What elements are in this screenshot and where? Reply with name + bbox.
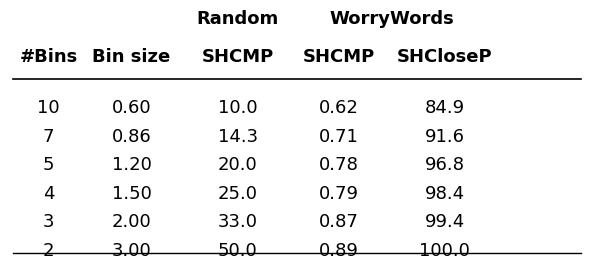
Text: 20.0: 20.0 bbox=[218, 156, 258, 174]
Text: 0.87: 0.87 bbox=[318, 213, 358, 231]
Text: 5: 5 bbox=[43, 156, 55, 174]
Text: 25.0: 25.0 bbox=[218, 185, 258, 203]
Text: 0.62: 0.62 bbox=[318, 99, 358, 117]
Text: 0.79: 0.79 bbox=[318, 185, 358, 203]
Text: SHCloseP: SHCloseP bbox=[397, 48, 492, 66]
Text: 2: 2 bbox=[43, 242, 55, 260]
Text: 50.0: 50.0 bbox=[218, 242, 258, 260]
Text: 91.6: 91.6 bbox=[425, 128, 465, 146]
Text: 10.0: 10.0 bbox=[218, 99, 258, 117]
Text: 33.0: 33.0 bbox=[218, 213, 258, 231]
Text: 0.86: 0.86 bbox=[112, 128, 151, 146]
Text: 0.60: 0.60 bbox=[112, 99, 151, 117]
Text: WorryWords: WorryWords bbox=[329, 10, 454, 28]
Text: 2.00: 2.00 bbox=[112, 213, 151, 231]
Text: 1.20: 1.20 bbox=[112, 156, 151, 174]
Text: Bin size: Bin size bbox=[92, 48, 170, 66]
Text: #Bins: #Bins bbox=[20, 48, 78, 66]
Text: 1.50: 1.50 bbox=[112, 185, 151, 203]
Text: 14.3: 14.3 bbox=[218, 128, 258, 146]
Text: 3.00: 3.00 bbox=[112, 242, 151, 260]
Text: SHCMP: SHCMP bbox=[302, 48, 374, 66]
Text: 98.4: 98.4 bbox=[425, 185, 465, 203]
Text: 100.0: 100.0 bbox=[419, 242, 470, 260]
Text: 7: 7 bbox=[43, 128, 55, 146]
Text: Random: Random bbox=[197, 10, 279, 28]
Text: 84.9: 84.9 bbox=[425, 99, 465, 117]
Text: 4: 4 bbox=[43, 185, 55, 203]
Text: 0.78: 0.78 bbox=[318, 156, 358, 174]
Text: 96.8: 96.8 bbox=[425, 156, 465, 174]
Text: 3: 3 bbox=[43, 213, 55, 231]
Text: 0.71: 0.71 bbox=[318, 128, 358, 146]
Text: 99.4: 99.4 bbox=[425, 213, 465, 231]
Text: 0.89: 0.89 bbox=[318, 242, 358, 260]
Text: 10: 10 bbox=[37, 99, 60, 117]
Text: SHCMP: SHCMP bbox=[202, 48, 274, 66]
